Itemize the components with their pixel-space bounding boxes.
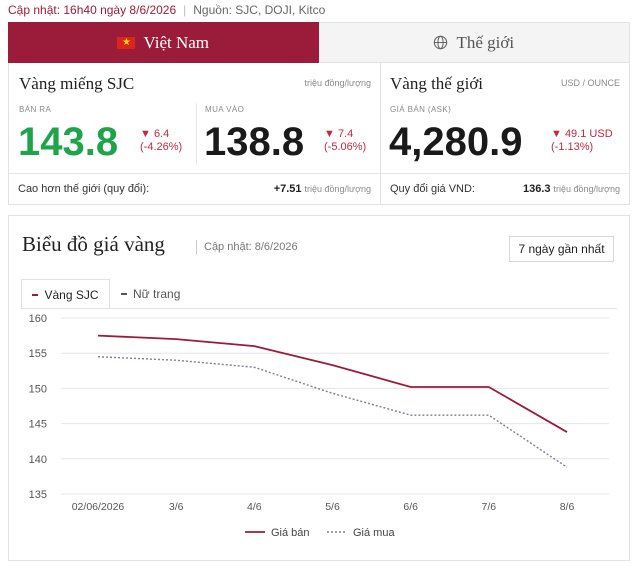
- series-dash-icon: [121, 293, 127, 295]
- vnd-convert-label: Quy đổi giá VND:: [390, 183, 475, 195]
- price-chart: 160 155 150 145 140 135 02/06/2026 3/6 4/6 5/6 6/6…: [29, 313, 609, 539]
- tab-label: Việt Nam: [143, 32, 210, 52]
- unit-label: triệu đồng/lượng: [304, 78, 371, 88]
- sell-label: BÁN RA: [19, 105, 52, 114]
- ask-change-value: ▼ 49.1 USD: [551, 128, 613, 140]
- world-gold-card: Vàng thế giới USD / OUNCE GIÁ BÁN (ASK) …: [381, 63, 629, 204]
- vnd-convert-value: 136.3 triệu đồng/lượng: [523, 183, 620, 195]
- tab-the-gioi[interactable]: Thế giới: [318, 22, 630, 63]
- chart-update: Cập nhật: 8/6/2026: [204, 241, 298, 253]
- chart-tab-jewelry[interactable]: Nữ trang: [121, 279, 180, 309]
- premium-label: Cao hơn thế giới (quy đổi):: [18, 183, 150, 195]
- x-tick-label: 4/6: [247, 501, 262, 513]
- title-separator: [196, 240, 197, 255]
- y-tick-label: 160: [29, 313, 47, 325]
- sell-change-value: ▼ 6.4: [140, 128, 170, 140]
- world-footer: Quy đổi giá VND: 136.3 triệu đồng/lượng: [381, 173, 629, 204]
- series-dash-icon: [32, 293, 39, 296]
- update-time: Cập nhật: 16h40 ngày 8/6/2026: [8, 3, 177, 17]
- sell-series-line: [97, 334, 568, 433]
- vietnam-flag-icon: ★: [117, 36, 136, 49]
- chart-tab-sjc[interactable]: Vàng SJC: [21, 279, 110, 309]
- unit-label: USD / OUNCE: [560, 78, 620, 88]
- card-title: Vàng thế giới: [390, 74, 484, 93]
- premium-number: +7.51: [273, 183, 302, 195]
- buy-change: ▼ 7.4 (-5.06%): [324, 128, 366, 154]
- x-tick-label: 6/6: [403, 501, 418, 513]
- chart-tab-label: Vàng SJC: [44, 287, 99, 302]
- chart-card: Biểu đồ giá vàng Cập nhật: 8/6/2026 7 ng…: [8, 215, 630, 561]
- y-tick-label: 145: [29, 419, 47, 431]
- premium-value: +7.51 triệu đồng/lượng: [274, 183, 371, 195]
- y-tick-label: 135: [29, 489, 47, 501]
- premium-unit: triệu đồng/lượng: [304, 184, 371, 194]
- tab-viet-nam[interactable]: ★ Việt Nam: [8, 22, 319, 63]
- sell-change: ▼ 6.4 (-4.26%): [140, 128, 182, 154]
- chart-tab-underline: [21, 308, 617, 309]
- market-tabs: ★ Việt Nam Thế giới: [8, 22, 630, 63]
- separator: |: [183, 3, 187, 17]
- update-line: Cập nhật: 16h40 ngày 8/6/2026 | Nguồn: SJC…: [8, 3, 325, 17]
- tab-label: Thế giới: [456, 32, 515, 52]
- column-divider: [196, 103, 197, 165]
- buy-series-line: [97, 356, 568, 468]
- y-tick-label: 155: [29, 348, 47, 360]
- range-select-button[interactable]: 7 ngày gần nhất: [509, 236, 614, 262]
- ask-change: ▼ 49.1 USD (-1.13%): [551, 128, 613, 154]
- chart-tab-label: Nữ trang: [133, 287, 181, 301]
- sell-price: 143.8: [18, 120, 119, 164]
- card-title: Vàng miếng SJC: [19, 74, 135, 93]
- buy-change-value: ▼ 7.4: [324, 128, 354, 140]
- vn-gold-card: Vàng miếng SJC triệu đồng/lượng BÁN RA 1…: [9, 63, 381, 204]
- vnd-convert-unit: triệu đồng/lượng: [553, 184, 620, 194]
- ask-label: GIÁ BÁN (ASK): [390, 105, 452, 114]
- vn-footer: Cao hơn thế giới (quy đổi): +7.51 triệu đ…: [9, 173, 380, 204]
- legend-sell-label: Giá bán: [271, 527, 310, 539]
- x-tick-label: 3/6: [169, 501, 184, 513]
- x-tick-label: 8/6: [560, 501, 575, 513]
- buy-price: 138.8: [204, 120, 305, 164]
- sell-change-pct: (-4.26%): [140, 141, 183, 153]
- legend-buy-label: Giá mua: [353, 527, 395, 539]
- vnd-convert-number: 136.3: [523, 183, 551, 195]
- ask-change-pct: (-1.13%): [551, 141, 594, 153]
- x-tick-label: 5/6: [325, 501, 340, 513]
- ask-price: 4,280.9: [389, 120, 523, 164]
- buy-label: MUA VÀO: [205, 105, 245, 114]
- chart-title: Biểu đồ giá vàng: [22, 232, 165, 256]
- x-tick-label: 7/6: [482, 501, 497, 513]
- source-text: Nguồn: SJC, DOJI, Kitco: [193, 3, 326, 17]
- globe-icon: [434, 35, 448, 50]
- price-panel: Vàng miếng SJC triệu đồng/lượng BÁN RA 1…: [8, 63, 630, 205]
- y-tick-label: 140: [29, 454, 47, 466]
- y-tick-label: 150: [29, 383, 47, 395]
- x-tick-label: 02/06/2026: [72, 501, 125, 513]
- buy-change-pct: (-5.06%): [324, 141, 367, 153]
